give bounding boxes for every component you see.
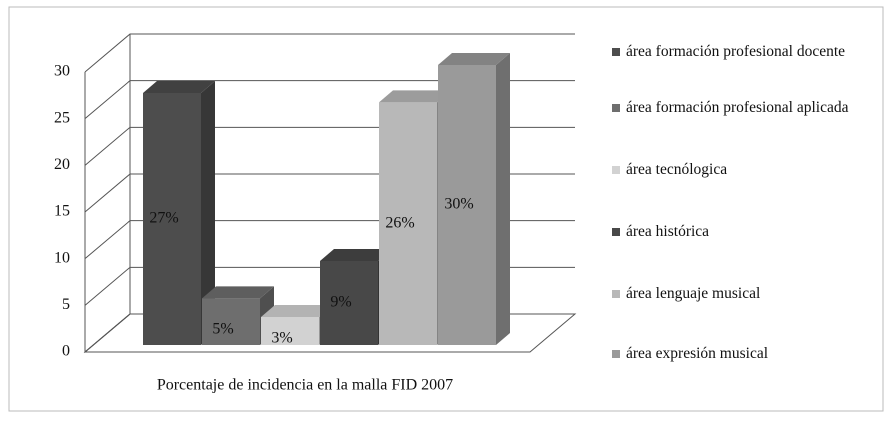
- chart-border: [8, 6, 884, 412]
- y-tick-label: 15: [54, 203, 70, 220]
- bar-top: [379, 90, 451, 103]
- data-label: 3%: [271, 330, 292, 347]
- legend-item: área tecnólogica: [612, 160, 887, 180]
- data-label: 9%: [330, 294, 351, 311]
- legend-swatch: [612, 290, 620, 298]
- y-tick-label: 25: [54, 109, 70, 126]
- legend-swatch: [612, 104, 620, 112]
- legend-item: área formación profesional aplicada: [612, 98, 887, 118]
- legend-item: área formación profesional docente: [612, 42, 887, 62]
- data-label: 27%: [149, 210, 178, 227]
- bar-side: [496, 53, 510, 345]
- bar-top: [261, 305, 333, 317]
- bar: [379, 102, 437, 345]
- y-tick-label: 20: [54, 156, 70, 173]
- bar-top: [438, 53, 510, 65]
- data-label: 5%: [212, 320, 233, 337]
- data-label: 30%: [444, 196, 473, 213]
- legend-label: área tecnólogica: [626, 161, 728, 178]
- bar-top: [143, 81, 215, 93]
- bar-top: [202, 286, 274, 299]
- category-label: Porcentaje de incidencia en la malla FID…: [157, 377, 453, 394]
- data-label: 26%: [385, 214, 414, 231]
- legend-label: área formación profesional docente: [626, 43, 846, 60]
- grid-line: [84, 80, 575, 120]
- legend-swatch: [612, 48, 620, 56]
- legend-label: área formación profesional aplicada: [626, 99, 849, 116]
- y-tick-label: 0: [62, 343, 70, 360]
- grid-line: [84, 33, 575, 73]
- legend-item: área expresión musical: [612, 344, 887, 364]
- bar: [438, 65, 496, 345]
- legend-label: área expresión musical: [626, 345, 769, 362]
- legend-item: área histórica: [612, 222, 887, 242]
- bar: [320, 261, 378, 345]
- y-tick-label: 10: [54, 249, 70, 266]
- legend-swatch: [612, 350, 620, 358]
- bar: [261, 317, 319, 345]
- bar-side: [201, 81, 215, 345]
- y-tick-label: 5: [62, 296, 70, 313]
- legend-label: área lenguaje musical: [626, 285, 761, 302]
- bar: [143, 93, 201, 345]
- bar: [202, 298, 260, 345]
- legend-label: área histórica: [626, 223, 710, 240]
- bar-top: [320, 249, 392, 261]
- legend-item: área lenguaje musical: [612, 284, 887, 304]
- y-tick-label: 30: [54, 63, 70, 80]
- legend-swatch: [612, 228, 620, 236]
- legend-swatch: [612, 166, 620, 174]
